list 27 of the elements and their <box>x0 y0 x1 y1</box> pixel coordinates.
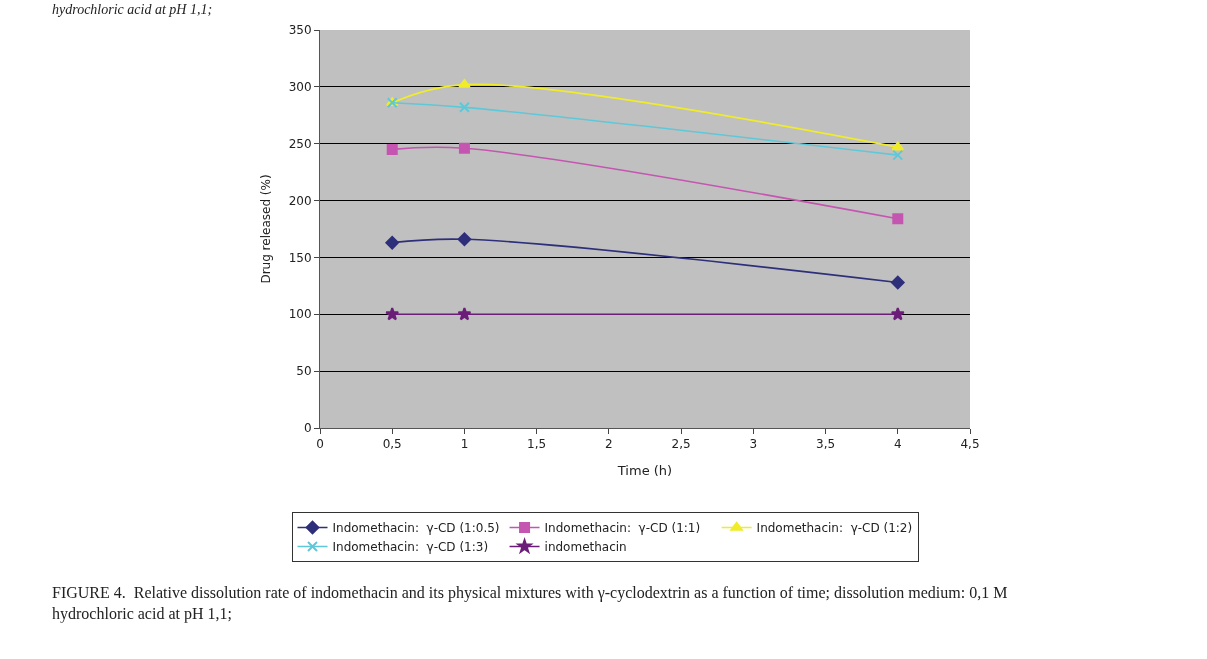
y-axis-title: Drug released (%) <box>258 174 273 284</box>
legend-label: Indomethacin: γ-CD (1:2) <box>756 521 913 536</box>
caption: FIGURE 4. Relative dissolution rate of indomethacin and its physical mixtures with γ-cyclodextrin as a function of time; dissolution medium: 0,1 M hydrochloric acid at pH 1,1; <box>52 584 1008 623</box>
legend-label: Indomethacin: γ-CD (1:1) <box>544 521 701 536</box>
x-tick-label: 2,5 <box>671 437 691 452</box>
y-tick-label: 350 <box>288 23 312 38</box>
x-tick-label: 4,5 <box>960 437 980 452</box>
x-tick-label: 0,5 <box>382 437 402 452</box>
x-tick-label: 3 <box>749 437 758 452</box>
x-tick-label: 0 <box>316 437 324 452</box>
legend-label: Indomethacin: γ-CD (1:3) <box>332 540 489 555</box>
y-tick-label: 300 <box>288 80 312 95</box>
x-tick-label: 1,5 <box>527 437 547 452</box>
x-tick-label: 2 <box>605 437 613 452</box>
x-tick-label: 4 <box>893 437 902 452</box>
x-axis-title: Time (h) <box>616 463 673 478</box>
y-tick-label: 150 <box>288 250 312 265</box>
y-tick-label: 100 <box>288 307 312 322</box>
y-tick-label: 0 <box>303 421 312 436</box>
x-tick-label: 1 <box>460 437 469 452</box>
y-tick-label: 200 <box>288 193 312 208</box>
y-tick-label: 50 <box>296 364 312 379</box>
legend-label: indomethacin <box>544 540 627 555</box>
text: hydrochloric acid at pH 1,1; <box>52 2 213 17</box>
x-tick-label: 3,5 <box>816 437 836 452</box>
y-tick-label: 250 <box>288 136 312 151</box>
legend-label: Indomethacin: γ-CD (1:0.5) <box>332 521 500 536</box>
